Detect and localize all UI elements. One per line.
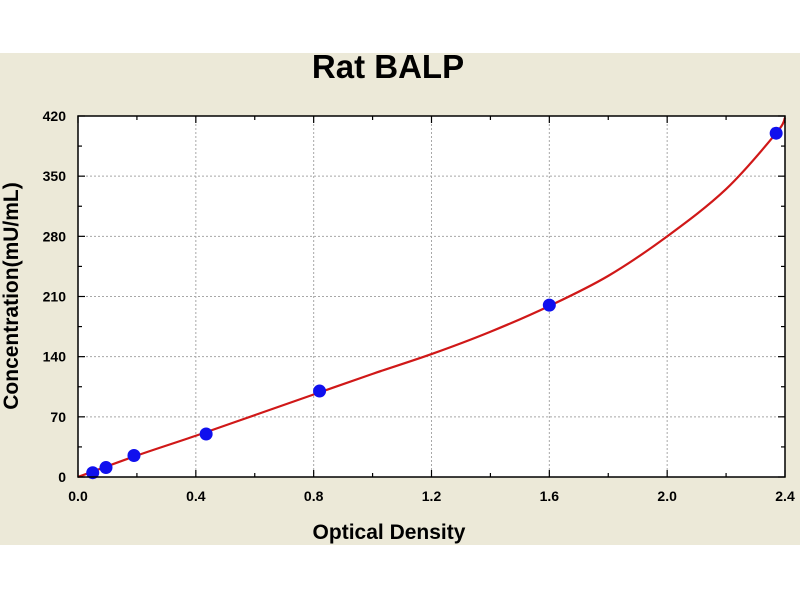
x-tick-label: 1.2: [422, 488, 442, 504]
x-tick-label: 2.4: [775, 488, 795, 504]
y-tick-label: 0: [58, 469, 66, 485]
x-tick-label: 0.8: [304, 488, 324, 504]
y-tick-label: 70: [50, 409, 66, 425]
y-tick-label: 140: [43, 349, 67, 365]
data-point: [769, 126, 783, 140]
x-axis-label: Optical Density: [313, 521, 466, 544]
y-tick-labels: 0 70 140 210 280 350 420: [43, 108, 67, 485]
data-point: [199, 427, 213, 441]
data-point: [542, 298, 556, 312]
y-tick-label: 210: [43, 289, 67, 305]
x-tick-label: 0.0: [68, 488, 88, 504]
chart-title: Rat BALP: [312, 48, 464, 85]
data-points: [86, 126, 783, 480]
data-point: [313, 384, 327, 398]
y-tick-label: 280: [43, 228, 67, 244]
x-tick-label: 0.4: [186, 488, 206, 504]
y-tick-label: 350: [43, 168, 67, 184]
data-point: [99, 461, 113, 475]
axis-ticks: [77, 115, 786, 478]
y-tick-label: 420: [43, 108, 67, 124]
x-tick-label: 2.0: [657, 488, 677, 504]
y-axis-label: Concentration(mU/mL): [0, 182, 23, 410]
x-tick-label: 1.6: [540, 488, 560, 504]
data-point: [86, 466, 100, 480]
data-point: [127, 449, 141, 463]
x-tick-labels: 0.0 0.4 0.8 1.2 1.6 2.0 2.4: [68, 488, 795, 504]
